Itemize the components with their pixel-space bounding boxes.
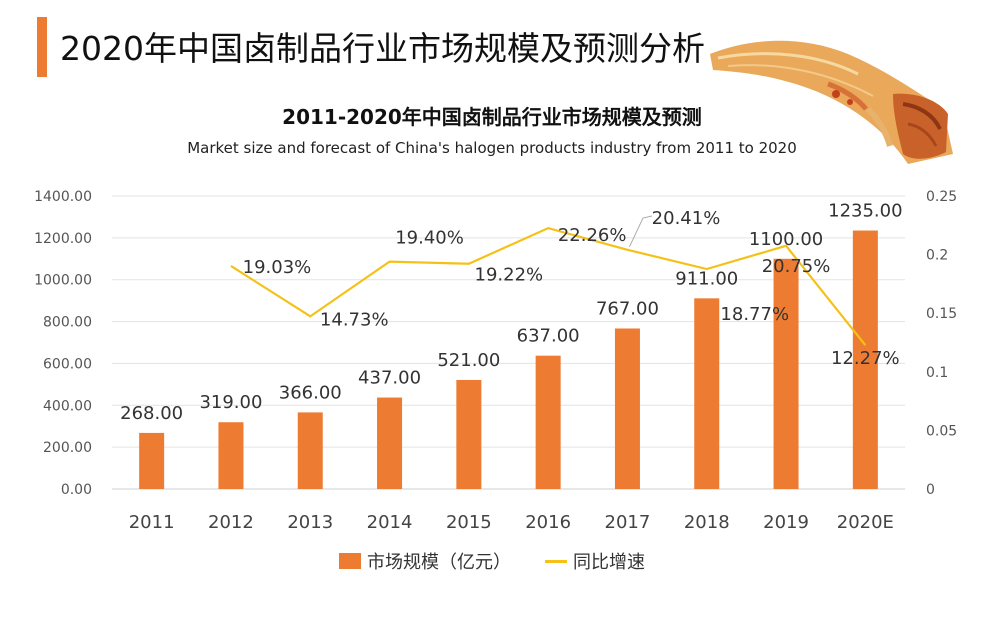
y-left-tick-label: 0.00 — [61, 482, 92, 498]
x-tick-label: 2014 — [367, 512, 413, 533]
bar-value-label: 911.00 — [675, 268, 738, 289]
y-right-tick-label: 0.15 — [926, 306, 957, 322]
legend-item-growth[interactable]: 同比增速 — [545, 548, 645, 574]
growth-value-label: 20.75% — [762, 256, 831, 277]
x-tick-label: 2019 — [763, 512, 809, 533]
y-right-tick-label: 0.1 — [926, 365, 948, 381]
x-tick-label: 2015 — [446, 512, 492, 533]
bar-value-label: 268.00 — [120, 403, 183, 424]
legend-bar-swatch — [339, 553, 361, 569]
bar — [535, 355, 561, 489]
growth-value-label: 20.41% — [652, 208, 721, 229]
y-left-tick-label: 1200.00 — [34, 231, 92, 247]
growth-value-label: 22.26% — [558, 225, 627, 246]
x-tick-label: 2017 — [605, 512, 651, 533]
bar-value-label: 437.00 — [358, 368, 421, 389]
bar — [456, 379, 482, 489]
growth-value-label: 12.27% — [831, 348, 900, 369]
bar — [694, 298, 720, 489]
x-tick-label: 2016 — [525, 512, 571, 533]
bar — [139, 432, 165, 489]
y-left-tick-label: 600.00 — [43, 356, 92, 372]
bar-value-label: 319.00 — [199, 392, 262, 413]
x-tick-label: 2013 — [287, 512, 333, 533]
growth-value-label: 19.40% — [395, 228, 464, 249]
label-leader-line — [628, 215, 653, 248]
bar — [297, 412, 323, 489]
bar — [218, 422, 244, 489]
y-left-tick-label: 200.00 — [43, 440, 92, 456]
legend-label-market-size: 市场规模（亿元） — [367, 552, 511, 573]
x-tick-label: 2020E — [837, 512, 894, 533]
bar — [852, 230, 878, 489]
growth-value-label: 14.73% — [320, 309, 389, 330]
chart-title: 2011-2020年中国卤制品行业市场规模及预测 — [282, 105, 702, 129]
bar-value-label: 767.00 — [596, 298, 659, 319]
bar-value-label: 637.00 — [517, 326, 580, 347]
y-right-tick-label: 0.2 — [926, 248, 948, 264]
bar-value-label: 521.00 — [437, 350, 500, 371]
y-left-tick-label: 400.00 — [43, 398, 92, 414]
x-tick-label: 2011 — [129, 512, 175, 533]
y-right-tick-label: 0.25 — [926, 189, 957, 205]
growth-value-label: 19.22% — [475, 265, 544, 286]
growth-line — [230, 226, 867, 346]
page-title: 2020年中国卤制品行业市场规模及预测分析 — [60, 29, 705, 68]
legend-line-swatch — [545, 559, 567, 563]
legend-item-market-size[interactable]: 市场规模（亿元） — [339, 548, 511, 574]
legend-label-growth: 同比增速 — [573, 552, 645, 573]
bar — [614, 328, 640, 489]
bar — [773, 258, 799, 489]
chart-legend: 市场规模（亿元） 同比增速 — [0, 548, 984, 574]
x-tick-label: 2012 — [208, 512, 254, 533]
bar-value-label: 366.00 — [279, 382, 342, 403]
bar-value-label: 1100.00 — [749, 229, 823, 250]
bar-value-label: 1235.00 — [828, 201, 902, 222]
chart-subtitle: Market size and forecast of China's halo… — [187, 139, 797, 157]
y-left-tick-label: 1000.00 — [34, 273, 92, 289]
y-right-tick-label: 0 — [926, 482, 935, 498]
food-photo-icon — [710, 40, 953, 165]
y-right-tick-label: 0.05 — [926, 423, 957, 439]
growth-value-label: 18.77% — [720, 304, 789, 325]
x-tick-label: 2018 — [684, 512, 730, 533]
title-accent-bar — [37, 17, 47, 77]
growth-value-label: 19.03% — [243, 257, 312, 278]
y-left-tick-label: 1400.00 — [34, 189, 92, 205]
bar — [377, 397, 403, 489]
y-left-tick-label: 800.00 — [43, 315, 92, 331]
